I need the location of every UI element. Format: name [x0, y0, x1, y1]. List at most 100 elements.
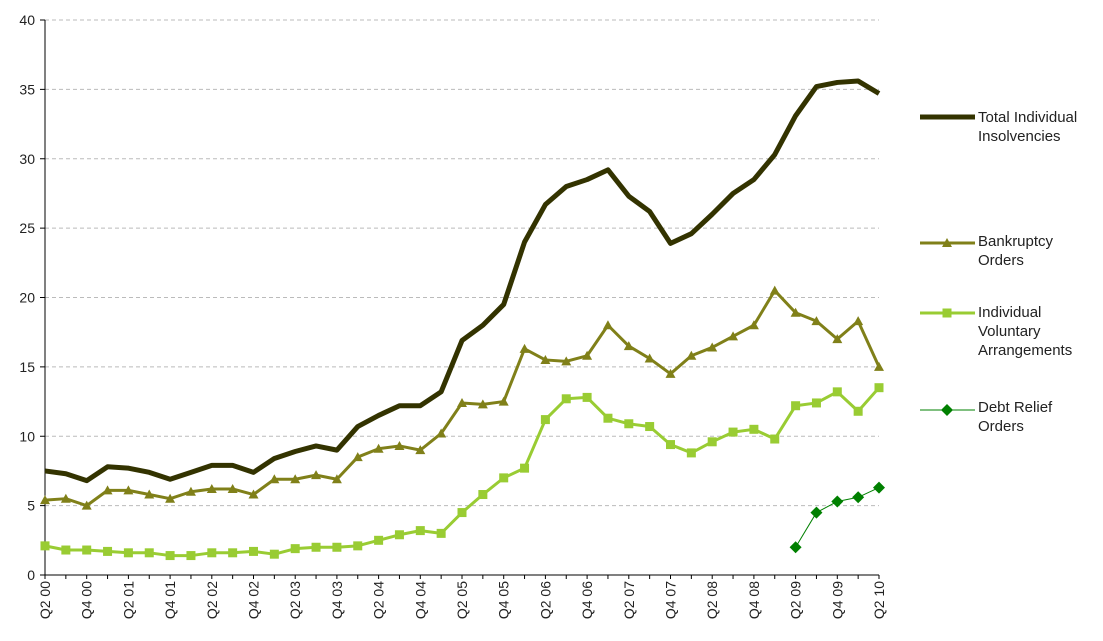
x-tick-label: Q2 07 — [621, 581, 637, 619]
data-point — [520, 463, 530, 473]
x-tick-label: Q2 01 — [120, 581, 136, 619]
data-point — [790, 307, 801, 317]
x-tick-label: Q2 00 — [37, 581, 53, 619]
legend-label: Total Individual Insolvencies — [978, 109, 1078, 145]
data-point — [873, 481, 885, 494]
y-tick-label: 20 — [19, 290, 35, 306]
y-tick-label: 25 — [19, 220, 35, 236]
x-tick-label: Q4 00 — [79, 581, 95, 619]
x-tick-label: Q2 05 — [454, 581, 470, 619]
x-tick-label: Q4 01 — [162, 581, 178, 619]
data-point — [832, 334, 843, 344]
x-tick-label: Q2 10 — [871, 581, 887, 619]
x-tick-label: Q2 08 — [704, 581, 720, 619]
data-point — [540, 415, 550, 425]
y-tick-label: 0 — [27, 567, 35, 583]
data-point — [60, 493, 71, 503]
data-point — [602, 320, 613, 330]
data-point — [290, 544, 300, 554]
y-tick-label: 15 — [19, 359, 35, 375]
x-tick-label: Q4 07 — [663, 581, 679, 619]
data-point — [770, 434, 780, 444]
marker — [941, 404, 953, 416]
data-point — [519, 343, 530, 353]
data-point — [874, 383, 884, 393]
data-point — [332, 542, 342, 552]
x-tick-label: Q4 09 — [829, 581, 845, 619]
data-point — [82, 545, 92, 555]
data-point — [457, 397, 467, 407]
data-point — [186, 551, 196, 561]
data-point — [499, 473, 509, 483]
data-point — [478, 490, 488, 500]
data-point — [582, 392, 592, 402]
data-point — [666, 440, 675, 450]
data-point — [249, 546, 258, 556]
data-point — [227, 483, 238, 493]
data-point — [457, 508, 467, 518]
data-point — [874, 361, 884, 371]
data-point — [373, 443, 384, 453]
data-point — [144, 489, 155, 499]
y-tick-label: 5 — [27, 498, 35, 514]
data-point — [707, 437, 717, 447]
series-line — [44, 386, 881, 558]
data-point — [769, 285, 780, 295]
data-point — [624, 419, 634, 429]
data-point — [831, 495, 844, 508]
data-point — [853, 406, 863, 416]
data-point — [40, 495, 50, 505]
x-tick-label: Q2 03 — [287, 581, 303, 619]
data-point — [290, 474, 301, 484]
data-point — [749, 424, 759, 434]
data-point — [165, 551, 175, 561]
legend-label: Debt Relief Orders — [978, 399, 1053, 435]
data-point — [207, 548, 217, 558]
data-point — [352, 452, 363, 462]
data-point — [228, 548, 238, 558]
data-point — [561, 356, 572, 366]
data-point — [728, 331, 739, 341]
data-point — [353, 541, 363, 551]
data-point — [415, 526, 425, 536]
y-tick-label: 40 — [19, 12, 35, 28]
data-point — [582, 350, 593, 360]
data-point — [61, 545, 71, 555]
data-point — [40, 541, 50, 551]
data-point — [269, 474, 280, 484]
data-point — [165, 493, 176, 503]
data-point — [644, 353, 655, 363]
data-point — [415, 445, 426, 455]
data-point — [123, 485, 134, 495]
data-point — [394, 530, 404, 540]
data-point — [728, 427, 738, 437]
data-point — [748, 320, 759, 330]
data-point — [185, 486, 196, 496]
x-tick-label: Q2 09 — [788, 581, 804, 619]
data-point — [540, 354, 551, 364]
data-point — [832, 387, 842, 397]
x-tick-label: Q2 04 — [371, 581, 387, 619]
data-point — [477, 399, 488, 409]
x-tick-label: Q4 03 — [329, 581, 345, 619]
data-point — [331, 474, 342, 484]
x-tick-label: Q4 08 — [746, 581, 762, 619]
data-point — [498, 396, 509, 406]
data-point — [853, 316, 864, 326]
data-point — [103, 546, 113, 556]
data-point — [561, 394, 571, 404]
data-point — [686, 448, 696, 458]
marker — [942, 308, 952, 318]
data-point — [810, 506, 823, 519]
data-point — [436, 528, 446, 538]
x-tick-label: Q4 05 — [496, 581, 512, 619]
data-point — [852, 491, 865, 504]
data-point — [645, 422, 655, 432]
data-point — [811, 316, 822, 326]
data-point — [394, 440, 405, 450]
legend-label: Bankruptcy Orders — [978, 233, 1054, 269]
data-point — [102, 485, 113, 495]
data-point — [707, 342, 718, 352]
